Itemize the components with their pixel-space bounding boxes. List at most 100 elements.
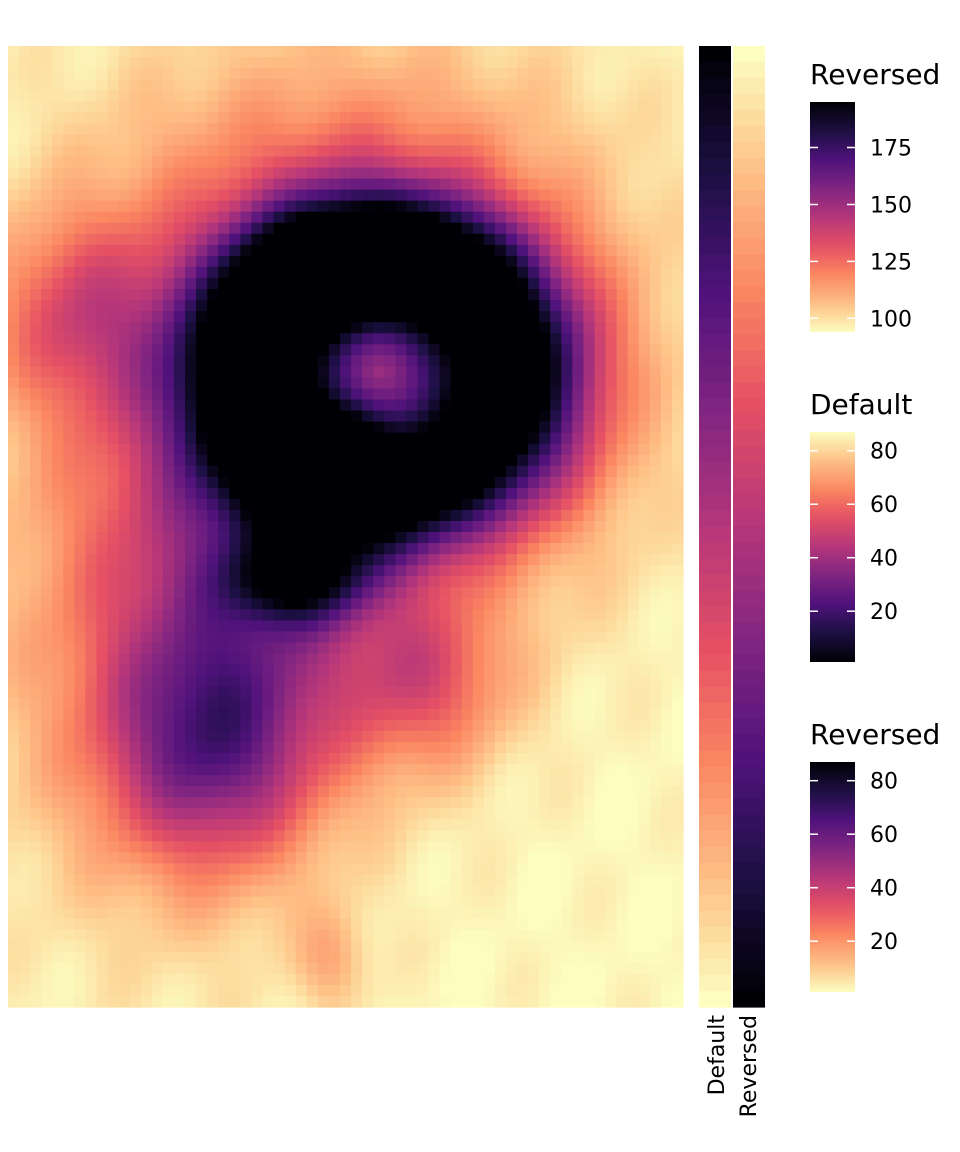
- heatmap-cell: [251, 532, 264, 544]
- heatmap-cell: [284, 752, 297, 765]
- heatmap-cell: [517, 520, 529, 533]
- heatmap-cell: [240, 410, 253, 423]
- heatmap-cell: [129, 918, 142, 931]
- heatmap-cell: [649, 664, 662, 677]
- heatmap-cell: [583, 465, 596, 478]
- heatmap-cell: [8, 852, 20, 865]
- heatmap-cell: [96, 454, 109, 467]
- heatmap-cell: [649, 277, 662, 290]
- heatmap-cell: [428, 46, 441, 58]
- heatmap-cell: [528, 708, 540, 721]
- heatmap-cell: [671, 929, 684, 942]
- heatmap-cell: [118, 587, 131, 599]
- heatmap-cell: [572, 410, 585, 423]
- heatmap-cell: [30, 134, 42, 147]
- heatmap-cell: [373, 686, 385, 699]
- heatmap-cell: [196, 112, 208, 124]
- heatmap-cell: [96, 134, 109, 147]
- heatmap-cell: [63, 498, 75, 511]
- heatmap-cell: [572, 355, 585, 367]
- heatmap-cell: [63, 874, 75, 887]
- heatmap-cell: [306, 487, 319, 500]
- heatmap-cell: [63, 697, 75, 710]
- heatmap-cell: [273, 454, 286, 467]
- heatmap-cell: [384, 222, 396, 235]
- heatmap-cell: [140, 432, 153, 445]
- heatmap-cell: [660, 432, 673, 445]
- heatmap-cell: [19, 57, 31, 69]
- heatmap-cell: [218, 399, 230, 412]
- heatmap-cell: [395, 863, 407, 876]
- heatmap-cell: [572, 830, 585, 842]
- heatmap-cell: [41, 907, 53, 920]
- heatmap-cell: [306, 344, 319, 356]
- heatmap-cell: [41, 421, 53, 434]
- heatmap-cell: [660, 322, 673, 334]
- heatmap-cell: [196, 686, 208, 699]
- heatmap-cell: [439, 554, 452, 566]
- heatmap-cell: [384, 244, 396, 257]
- heatmap-cell: [583, 786, 596, 798]
- heatmap-cell: [118, 134, 131, 147]
- heatmap-cell: [528, 576, 540, 588]
- heatmap-cell: [561, 90, 573, 102]
- heatmap-cell: [627, 752, 640, 765]
- heatmap-cell: [428, 520, 441, 533]
- heatmap-cell: [494, 388, 507, 401]
- heatmap-cell: [384, 841, 396, 853]
- heatmap-cell: [461, 355, 474, 367]
- heatmap-cell: [561, 918, 573, 931]
- heatmap-cell: [317, 189, 330, 202]
- heatmap-cell: [273, 487, 286, 500]
- heatmap-cell: [517, 797, 529, 809]
- heatmap-cell: [572, 476, 585, 489]
- heatmap-cell: [417, 255, 430, 268]
- heatmap-cell: [273, 532, 286, 544]
- heatmap-cell: [428, 719, 441, 732]
- heatmap-cell: [284, 388, 297, 401]
- heatmap-cell: [417, 101, 430, 113]
- heatmap-cell: [627, 863, 640, 876]
- heatmap-cell: [96, 752, 109, 765]
- heatmap-cell: [19, 620, 31, 633]
- heatmap-cell: [196, 896, 208, 909]
- heatmap-cell: [74, 79, 87, 91]
- heatmap-cell: [96, 609, 109, 621]
- heatmap-cell: [439, 68, 452, 80]
- heatmap-cell: [373, 719, 385, 732]
- heatmap-cell: [450, 200, 463, 213]
- heatmap-cell: [8, 222, 20, 235]
- heatmap-cell: [483, 874, 496, 887]
- heatmap-cell: [583, 355, 596, 367]
- heatmap-cell: [96, 697, 109, 710]
- heatmap-cell: [251, 421, 264, 434]
- heatmap-cell: [450, 830, 463, 842]
- heatmap-cell: [52, 763, 64, 776]
- heatmap-cell: [262, 68, 275, 80]
- heatmap-cell: [517, 940, 529, 953]
- heatmap-cell: [638, 46, 651, 58]
- heatmap-cell: [173, 752, 186, 765]
- heatmap-cell: [339, 565, 352, 577]
- heatmap-cell: [351, 874, 363, 887]
- heatmap-cell: [52, 68, 64, 80]
- heatmap-cell: [151, 266, 164, 279]
- heatmap-cell: [306, 156, 319, 169]
- heatmap-cell: [273, 940, 286, 953]
- heatmap-cell: [339, 940, 352, 953]
- heatmap-cell: [561, 255, 573, 268]
- heatmap-cell: [273, 741, 286, 754]
- heatmap-cell: [185, 808, 197, 820]
- heatmap-cell: [317, 432, 330, 445]
- heatmap-cell: [295, 487, 308, 500]
- heatmap-cell: [395, 642, 407, 655]
- heatmap-cell: [550, 863, 562, 876]
- heatmap-cell: [583, 189, 596, 202]
- heatmap-cell: [317, 631, 330, 644]
- heatmap-cell: [417, 576, 430, 588]
- heatmap-cell: [129, 940, 142, 953]
- heatmap-cell: [218, 200, 230, 213]
- heatmap-cell: [351, 377, 363, 390]
- heatmap-cell: [218, 487, 230, 500]
- heatmap-cell: [517, 79, 529, 91]
